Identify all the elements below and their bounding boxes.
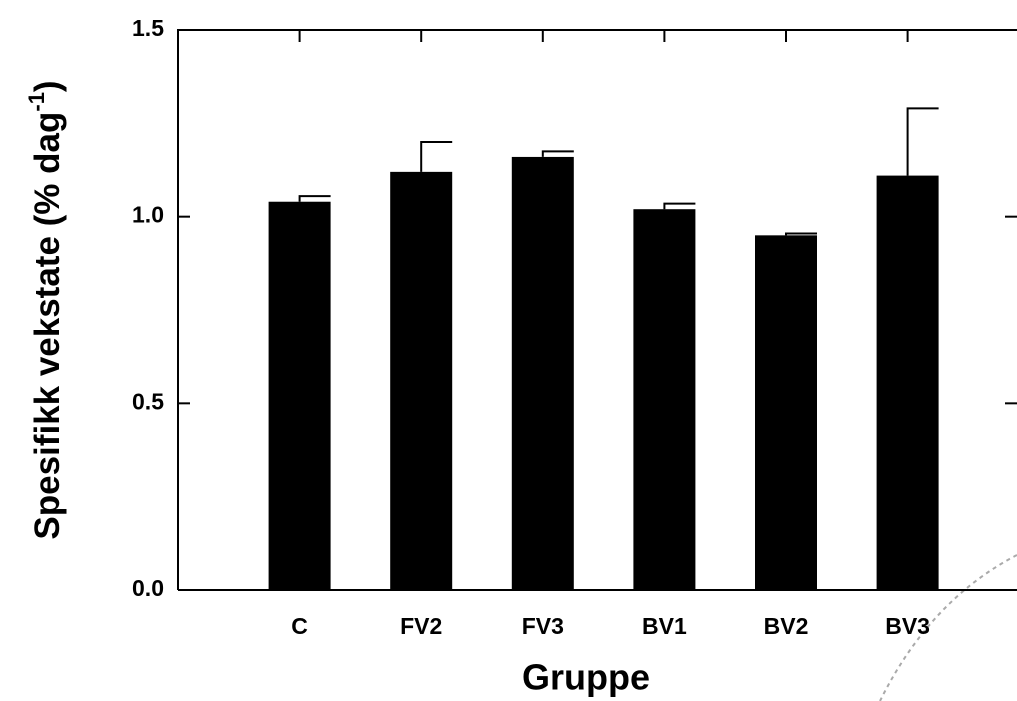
x-tick-label: BV1: [642, 613, 687, 639]
y-label-suffix: ): [28, 80, 67, 92]
bar: [268, 201, 331, 590]
error-bar: [663, 202, 696, 210]
x-tick-label: C: [291, 613, 308, 639]
x-axis-label: Gruppe: [522, 657, 650, 698]
bar: [390, 171, 453, 590]
error-bar: [420, 141, 453, 172]
x-tick-label: FV3: [522, 613, 564, 639]
y-tick-label: 0.5: [132, 388, 164, 414]
x-tick-label: BV3: [885, 613, 930, 639]
error-bar: [785, 232, 817, 236]
y-label-superscript: -1: [24, 92, 49, 112]
error-bar: [298, 195, 331, 202]
bar: [755, 235, 817, 591]
error-bar: [906, 107, 939, 176]
bar: [633, 209, 696, 590]
y-axis-label: Spesifikk vekstate (% dag-1): [24, 80, 67, 539]
x-tick-label: FV2: [400, 613, 442, 639]
error-bar: [541, 150, 574, 157]
x-tick-label: BV2: [764, 613, 809, 639]
decoration-curve: [879, 554, 1017, 701]
bar: [876, 175, 939, 590]
bar: [511, 156, 574, 590]
y-tick-label: 1.0: [132, 202, 164, 228]
y-tick-label: 1.5: [132, 15, 164, 41]
y-tick-label: 0.0: [132, 575, 164, 601]
y-label-text: Spesifikk vekstate (% dag: [28, 112, 67, 540]
